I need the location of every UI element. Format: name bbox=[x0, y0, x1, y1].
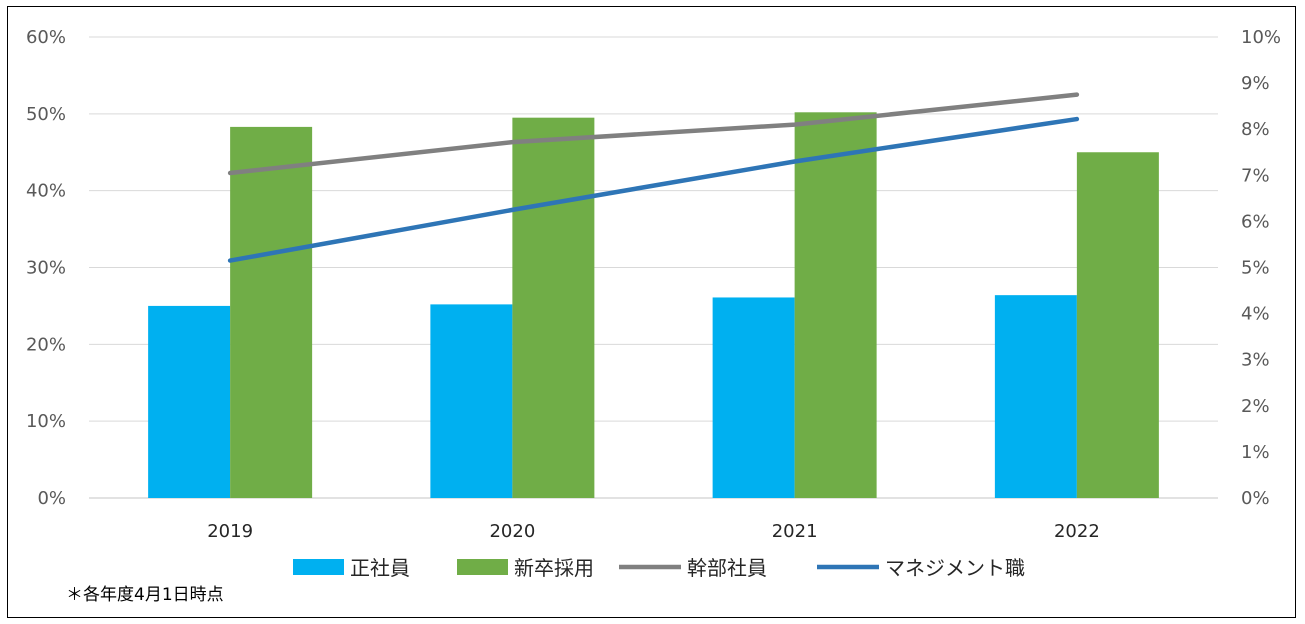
bar-1 bbox=[230, 126, 313, 499]
legend-swatch bbox=[293, 559, 344, 575]
right-tick-label: 9% bbox=[1241, 73, 1270, 94]
right-tick-label: 0% bbox=[1241, 488, 1270, 509]
left-axis: 0% 10% 20% 30% 40% 50% 60% bbox=[26, 27, 66, 509]
legend-swatch bbox=[457, 559, 508, 575]
left-tick-label: 60% bbox=[26, 27, 66, 48]
legend-label: 幹部社員 bbox=[687, 556, 767, 580]
legend-label: マネジメント職 bbox=[885, 556, 1025, 580]
right-tick-label: 3% bbox=[1241, 350, 1270, 371]
bar-0 bbox=[430, 304, 513, 498]
right-tick-label: 4% bbox=[1241, 304, 1270, 325]
bar-0 bbox=[712, 297, 795, 498]
footnote: ＊各年度4月1日時点 bbox=[66, 585, 224, 605]
left-tick-label: 40% bbox=[26, 181, 66, 202]
category-label: 2022 bbox=[1054, 521, 1100, 542]
bar-1 bbox=[512, 117, 595, 499]
left-tick-label: 30% bbox=[26, 258, 66, 279]
right-tick-label: 1% bbox=[1241, 442, 1270, 463]
bar-0 bbox=[148, 305, 231, 498]
right-tick-label: 2% bbox=[1241, 396, 1270, 417]
lines bbox=[227, 92, 1080, 263]
legend-label: 正社員 bbox=[350, 556, 410, 580]
legend: 正社員 新卒採用 幹部社員 マネジメント職 bbox=[293, 556, 1025, 580]
legend-label: 新卒採用 bbox=[514, 556, 594, 580]
right-tick-label: 5% bbox=[1241, 258, 1270, 279]
left-tick-label: 0% bbox=[37, 488, 66, 509]
left-tick-label: 20% bbox=[26, 334, 66, 355]
bar-1 bbox=[794, 112, 877, 499]
chart-frame bbox=[7, 6, 1296, 618]
category-label: 2021 bbox=[772, 521, 818, 542]
line-series-0 bbox=[227, 92, 1080, 176]
line-series-1 bbox=[227, 116, 1080, 263]
category-label: 2020 bbox=[489, 521, 535, 542]
right-tick-label: 7% bbox=[1241, 165, 1270, 186]
right-axis: 0% 1% 2% 3% 4% 5% 6% 7% 8% 9% 10% bbox=[1241, 27, 1281, 509]
bar-1 bbox=[1076, 152, 1159, 498]
left-tick-label: 10% bbox=[26, 411, 66, 432]
bars bbox=[148, 112, 1159, 499]
right-tick-label: 6% bbox=[1241, 211, 1270, 232]
right-tick-label: 8% bbox=[1241, 119, 1270, 140]
category-label: 2019 bbox=[207, 521, 253, 542]
left-tick-label: 50% bbox=[26, 104, 66, 125]
category-axis: 2019 2020 2021 2022 bbox=[207, 521, 1100, 542]
bar-0 bbox=[994, 295, 1077, 498]
right-tick-label: 10% bbox=[1241, 27, 1281, 48]
